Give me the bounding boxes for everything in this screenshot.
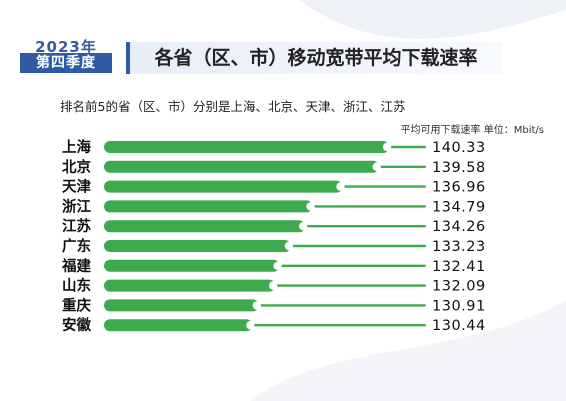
header-quarter-badge: 第四季度 [20,53,112,73]
data-label: 130.44 [432,318,486,334]
bar [104,299,259,312]
data-label: 130.91 [432,298,486,314]
category-label: 安徽 [62,316,91,334]
bar-knob [284,241,294,251]
data-label: 134.79 [432,199,486,215]
bar [104,160,379,173]
bar [104,200,313,213]
bar [104,259,280,272]
category-label: 浙江 [62,197,91,215]
data-label: 133.23 [432,239,486,255]
data-label: 136.96 [432,180,486,196]
bar-knob [306,202,315,211]
bar [104,180,343,193]
category-label: 山东 [62,277,91,295]
category-label: 天津 [62,178,91,196]
header-year: 2023年 [35,38,97,56]
bar-knob [252,301,262,310]
bar [104,279,276,292]
bar [104,220,306,233]
bar-knob [246,321,255,330]
bar [104,240,291,252]
data-label: 139.58 [432,160,486,176]
bar-knob [268,281,278,290]
category-label: 上海 [62,138,91,156]
bar-knob [336,182,345,191]
title-box: 各省（区、市）移动宽带平均下载速率 [126,42,502,74]
bar-knob [372,162,381,171]
category-label: 重庆 [62,296,91,314]
category-label: 江苏 [62,217,91,235]
data-label: 134.26 [432,219,486,235]
category-label: 广东 [62,237,91,255]
data-label: 132.09 [432,279,486,295]
bar-knob [382,142,392,152]
category-label: 北京 [62,158,91,176]
unit-note: 平均可用下载速率 单位：Mbit/s [400,125,544,136]
data-label: 132.41 [432,259,486,275]
bar [104,141,390,153]
data-label: 140.33 [432,140,486,156]
bar [104,319,253,332]
bar-knob [273,261,282,270]
chart-title: 各省（区、市）移动宽带平均下载速率 [154,47,478,69]
bar-knob [298,222,308,231]
chart-subtitle: 排名前5的省（区、市）分别是上海、北京、天津、浙江、江苏 [60,99,406,114]
category-label: 福建 [61,257,91,275]
